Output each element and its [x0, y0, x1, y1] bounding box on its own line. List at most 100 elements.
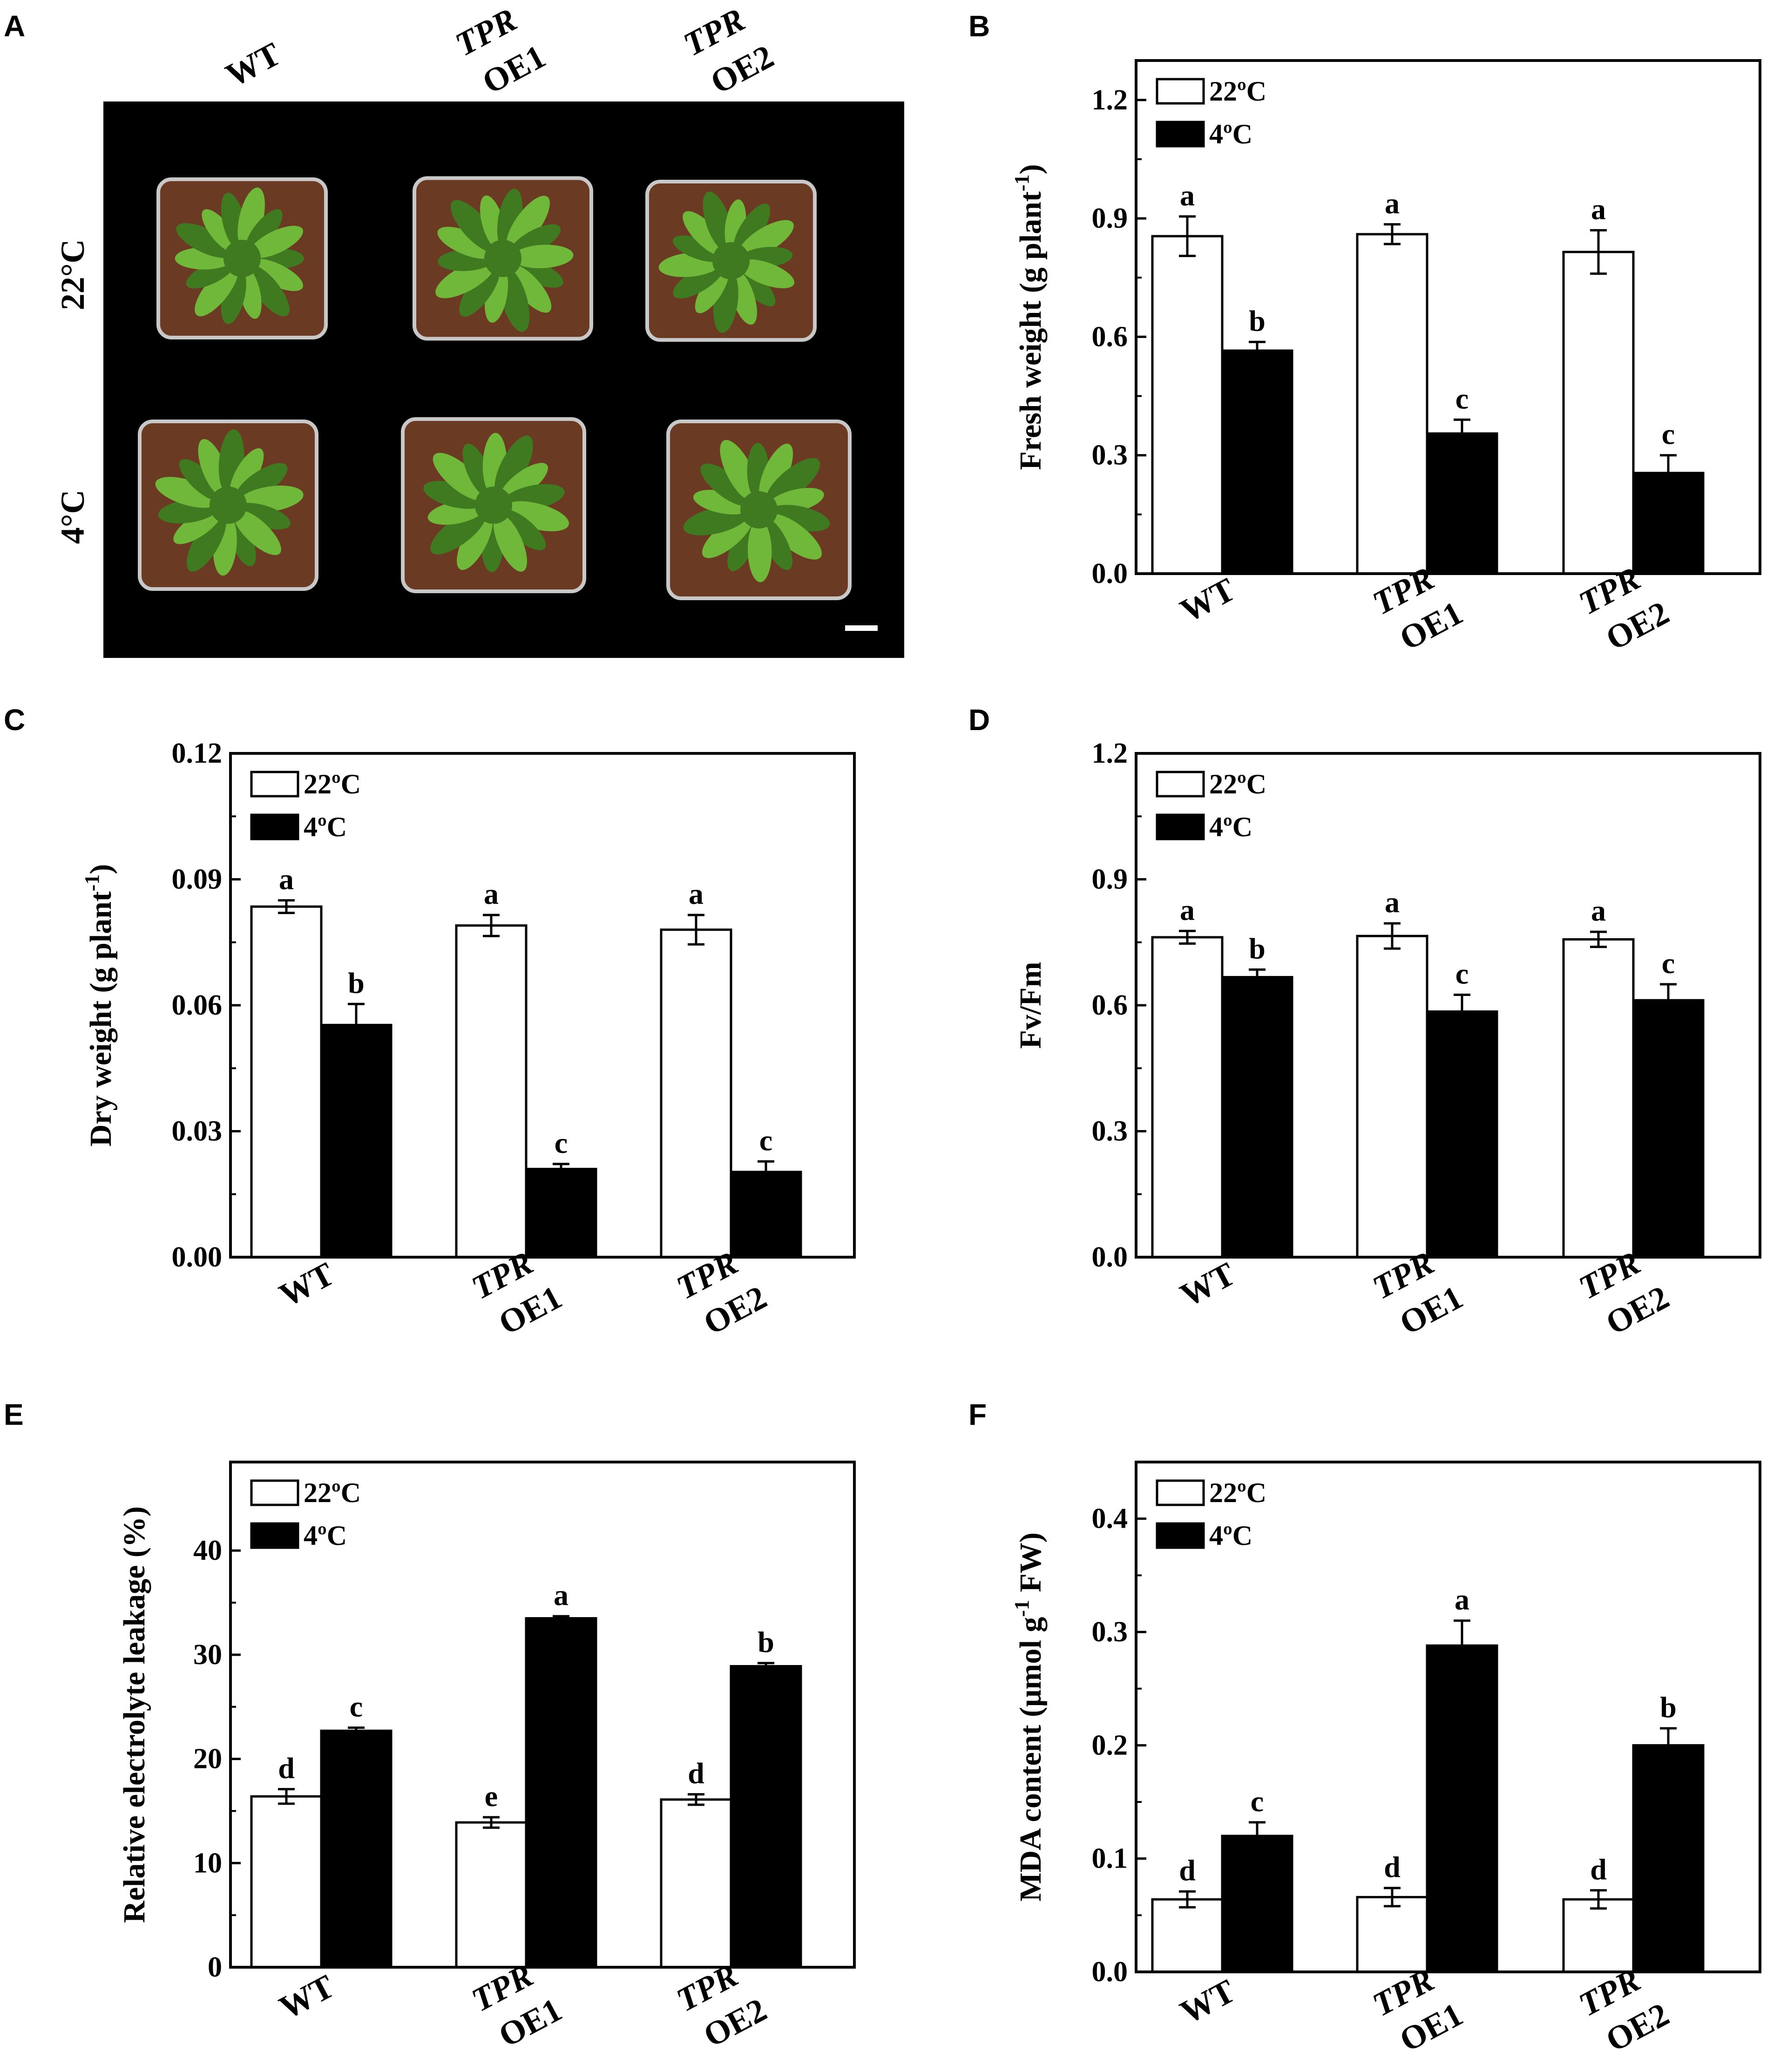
legend-swatch-22c	[1156, 1479, 1205, 1506]
plant-leaf	[245, 209, 283, 253]
significance-label: c	[1455, 957, 1469, 990]
significance-label: c	[759, 1124, 772, 1157]
plant-leaf	[499, 509, 546, 550]
plant-leaf	[672, 235, 724, 262]
significance-label: c	[555, 1126, 568, 1159]
y-tick-label: 0.3	[1092, 1116, 1128, 1147]
y-tick-label: 0.0	[1092, 1241, 1128, 1273]
plant-leaf	[766, 514, 822, 560]
y-tick-label: 40	[193, 1535, 222, 1566]
plant-leaf	[186, 513, 226, 572]
plant-leaf	[759, 443, 793, 501]
significance-label: a	[1180, 179, 1195, 212]
plant-leaf	[459, 265, 500, 317]
significance-label: b	[1249, 932, 1266, 965]
bar-22c	[455, 924, 528, 1259]
significance-label: a	[1591, 894, 1606, 927]
bar-4c	[730, 1171, 802, 1259]
bar-22c	[1151, 1898, 1224, 1973]
plot-frame	[229, 1461, 856, 1969]
significance-label: c	[1662, 418, 1675, 451]
bar-22c	[1151, 936, 1224, 1259]
chart-panel-d: DabWTacTPROE1acTPROE20.00.30.60.91.2Fv/F…	[968, 703, 1761, 1342]
plant-leaf	[450, 200, 498, 252]
significance-label: b	[758, 1625, 774, 1659]
legend-swatch-4c	[250, 1522, 299, 1549]
plant-leaf	[494, 435, 533, 497]
bar-charts: BabWTacTPROE1acTPROE20.00.30.60.91.2Fres…	[4, 9, 1761, 2059]
category-label: WT	[1174, 1972, 1241, 2031]
plant-leaf	[700, 463, 752, 507]
y-tick-label: 0.9	[1092, 864, 1128, 895]
y-tick-label: 0.0	[1092, 1956, 1128, 1988]
panel-letter-b: B	[968, 9, 990, 43]
plant-leaf	[506, 196, 550, 251]
significance-label: d	[278, 1751, 295, 1784]
bar-22c	[1356, 934, 1428, 1259]
y-tick-label: 0.0	[1092, 558, 1128, 589]
legend-swatch-4c	[1156, 813, 1205, 840]
bar-4c	[320, 1023, 393, 1259]
scale-bar	[845, 625, 878, 631]
legend-label: 22ºC	[304, 1477, 361, 1508]
legend-swatch-4c	[1156, 1522, 1205, 1549]
plant-leaf	[202, 209, 239, 253]
legend-label: 4ºC	[304, 1520, 347, 1551]
legend-swatch-4c	[250, 813, 299, 840]
y-tick-label: 20	[193, 1743, 222, 1775]
y-axis-label: MDA content (μmol g-1 FW)	[1010, 1532, 1048, 1902]
plant-leaf	[195, 264, 238, 317]
y-tick-label: 1.2	[1092, 738, 1128, 769]
significance-label: b	[348, 966, 365, 999]
plant-leaf	[493, 514, 527, 572]
chart-panel-b: BabWTacTPROE1acTPROE20.00.30.60.91.2Fres…	[968, 9, 1761, 657]
y-tick-label: 0.9	[1092, 203, 1128, 234]
y-tick-label: 0.09	[172, 864, 223, 895]
y-axis-label: Dry weight (g plant-1)	[81, 864, 118, 1147]
panel-letter-e: E	[4, 1398, 24, 1431]
plant-leaf	[695, 267, 729, 313]
significance-label: e	[485, 1780, 498, 1813]
bar-22c	[250, 1795, 323, 1969]
significance-label: c	[1455, 382, 1469, 415]
panel-letter-a: A	[4, 9, 25, 43]
bar-4c	[1632, 1744, 1705, 1973]
significance-label: a	[554, 1578, 569, 1612]
significance-label: b	[1660, 1691, 1677, 1724]
bar-22c	[1151, 235, 1224, 575]
photo-row-label-22c: 22°C	[54, 239, 91, 311]
plant-rosette-center	[484, 240, 521, 277]
plant-leaf	[437, 227, 495, 259]
legend-swatch-22c	[1156, 771, 1205, 798]
bar-4c	[1426, 1644, 1498, 1973]
significance-label: a	[689, 877, 704, 910]
bar-4c	[525, 1168, 597, 1259]
y-tick-label: 0.12	[172, 738, 223, 769]
legend-label: 4ºC	[1209, 812, 1252, 842]
y-tick-label: 0.3	[1092, 440, 1128, 471]
y-tick-label: 0.6	[1092, 989, 1128, 1021]
plant-leaf	[430, 509, 487, 555]
bar-22c	[660, 928, 732, 1259]
y-tick-label: 1.2	[1092, 84, 1128, 116]
plant-leaf	[250, 225, 303, 258]
significance-label: a	[1455, 1583, 1469, 1616]
legend-swatch-22c	[250, 1479, 299, 1506]
legend-label: 22ºC	[1209, 1477, 1266, 1508]
plant-leaf	[735, 265, 776, 306]
significance-label: c	[1662, 947, 1675, 980]
significance-label: a	[1180, 893, 1195, 926]
plant-leaf	[702, 514, 753, 558]
bar-22c	[1356, 1896, 1428, 1973]
panel-letter-f: F	[968, 1398, 987, 1431]
plant-photograph	[103, 102, 904, 658]
y-axis-label: Fresh weight (g plant-1)	[1010, 164, 1048, 470]
bar-4c	[1221, 1835, 1293, 1973]
plant-leaf	[683, 211, 726, 256]
bar-4c	[730, 1665, 802, 1969]
plant-leaf	[176, 223, 234, 258]
bar-4c	[1632, 999, 1705, 1259]
plant-leaf	[765, 458, 820, 506]
